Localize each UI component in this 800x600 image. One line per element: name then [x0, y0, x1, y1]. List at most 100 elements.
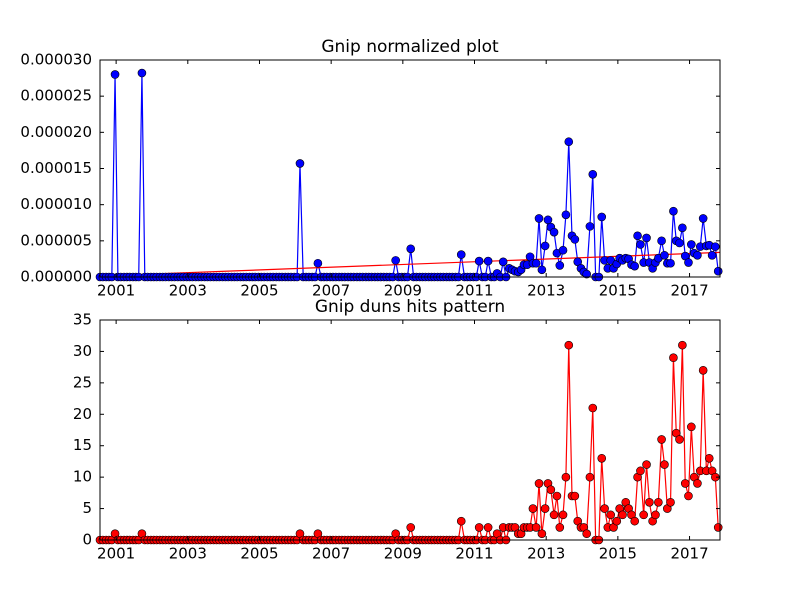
- x-tick-label: 2007: [312, 545, 350, 563]
- data-point: [555, 523, 565, 532]
- data-point: [651, 510, 660, 520]
- y-tick-label: 0.000000: [20, 268, 92, 286]
- data-point: [406, 523, 416, 532]
- x-tick-label: 2009: [384, 545, 422, 563]
- y-tick-label: 20: [73, 405, 92, 423]
- y-tick-label: 0.000030: [20, 51, 92, 69]
- chart-title: Gnip duns hits pattern: [315, 297, 505, 317]
- data-point: [531, 258, 541, 268]
- data-point: [137, 68, 147, 78]
- data-point: [597, 453, 607, 463]
- data-point: [711, 242, 720, 251]
- data-point: [110, 70, 120, 79]
- data-point: [693, 479, 702, 488]
- data-point: [645, 497, 654, 507]
- data-point: [588, 169, 598, 179]
- data-point: [669, 206, 678, 216]
- data-point: [531, 523, 541, 532]
- data-point: [546, 485, 556, 495]
- data-point: [561, 210, 571, 220]
- data-point: [549, 510, 559, 520]
- data-point: [558, 510, 568, 520]
- y-tick-label: 25: [73, 373, 92, 391]
- x-tick-label: 2013: [527, 545, 565, 563]
- y-tick-label: 0.000015: [20, 159, 92, 177]
- data-point: [558, 245, 568, 255]
- y-tick-label: 35: [73, 311, 92, 329]
- data-point: [693, 251, 702, 260]
- data-point: [570, 491, 580, 501]
- data-point: [669, 353, 678, 363]
- data-point: [678, 340, 687, 350]
- data-point: [684, 491, 693, 501]
- x-tick-label: 2011: [455, 545, 493, 563]
- data-point: [657, 435, 666, 444]
- data-point: [534, 214, 544, 223]
- data-point: [555, 261, 565, 270]
- data-point: [391, 256, 400, 265]
- x-tick-label: 2017: [670, 282, 708, 300]
- data-point: [630, 261, 640, 271]
- data-point: [660, 460, 669, 469]
- data-point: [642, 233, 651, 243]
- data-point: [474, 256, 484, 266]
- data-point: [456, 516, 466, 526]
- data-point: [474, 523, 484, 532]
- x-tick-label: 2015: [599, 282, 637, 300]
- data-point: [678, 223, 687, 233]
- data-point: [666, 497, 675, 507]
- data-point: [543, 215, 553, 225]
- data-point: [588, 403, 598, 413]
- y-tick-label: 10: [73, 468, 92, 486]
- x-tick-label: 2001: [97, 282, 135, 300]
- data-point: [540, 241, 550, 251]
- data-point: [660, 251, 669, 260]
- data-point: [570, 235, 580, 244]
- data-point: [528, 504, 538, 513]
- data-point: [612, 516, 622, 526]
- data-point: [680, 479, 690, 488]
- y-tick-label: 0.000025: [20, 87, 92, 105]
- x-tick-label: 2003: [169, 545, 207, 563]
- y-tick-label: 15: [73, 436, 92, 454]
- data-point: [537, 265, 547, 275]
- data-point: [675, 238, 684, 248]
- data-point: [295, 159, 305, 168]
- data-point: [698, 214, 708, 223]
- data-point: [537, 529, 547, 539]
- y-tick-label: 5: [82, 499, 92, 517]
- data-point: [483, 256, 493, 266]
- data-point: [642, 460, 651, 469]
- data-point: [564, 137, 574, 147]
- data-point: [707, 251, 717, 260]
- data-point: [618, 510, 627, 520]
- data-point: [636, 466, 645, 476]
- x-tick-label: 2015: [599, 545, 637, 563]
- data-point: [639, 510, 648, 520]
- x-tick-label: 2001: [97, 545, 135, 563]
- data-point: [600, 504, 609, 513]
- data-point: [633, 231, 642, 241]
- data-point: [698, 365, 708, 375]
- axes-frame: [99, 319, 721, 541]
- y-tick-label: 0.000020: [20, 123, 92, 141]
- data-point: [552, 491, 562, 501]
- data-point: [498, 257, 508, 267]
- data-point: [684, 258, 693, 267]
- y-tick-label: 0.000005: [20, 231, 92, 249]
- data-point: [406, 244, 416, 254]
- data-point: [687, 240, 696, 249]
- y-tick-label: 30: [73, 342, 92, 360]
- y-tick-label: 0: [82, 531, 92, 549]
- x-tick-label: 2003: [169, 282, 207, 300]
- data-point: [561, 472, 571, 482]
- data-point: [534, 479, 544, 488]
- x-tick-label: 2009: [384, 282, 422, 300]
- data-point: [582, 269, 591, 279]
- data-point: [657, 236, 666, 246]
- x-tick-label: 2005: [240, 282, 278, 300]
- data-point: [704, 453, 714, 463]
- data-point: [540, 504, 550, 513]
- data-point: [585, 222, 595, 231]
